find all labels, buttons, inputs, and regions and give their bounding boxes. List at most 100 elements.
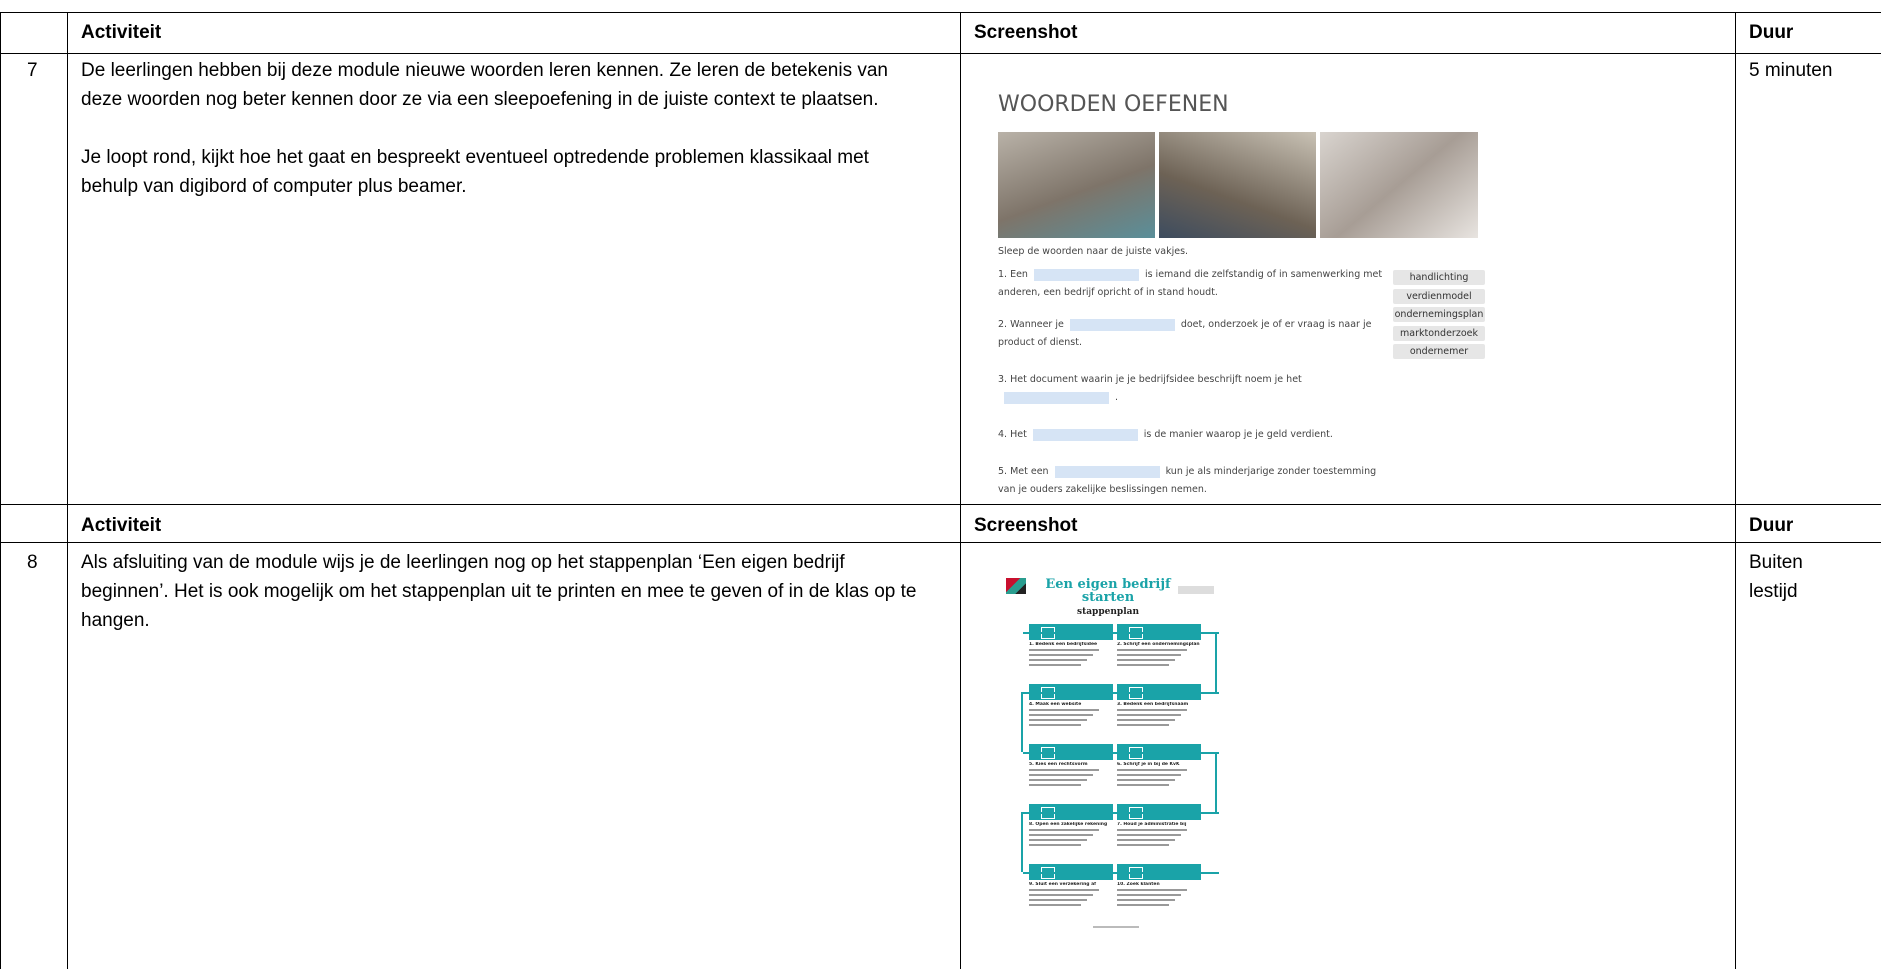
sentence-text: is iemand die zelfstandig of in samenwer… [998,269,1383,298]
sentences: 1. Een is iemand die zelfstandig of in sa… [998,266,1390,518]
photo [998,132,1155,238]
path-line [1021,812,1023,872]
text-line [1117,889,1187,891]
text-line [1117,719,1175,721]
text-line [1029,714,1093,716]
step-title: 7. Houd je administratie bij [1117,822,1187,827]
text-line [1029,709,1099,711]
path-line [1215,632,1217,692]
word-chip: ondernemer [1393,344,1485,359]
word-chip: handlichting [1393,270,1485,285]
word-chip: ondernemingsplan [1393,307,1485,322]
text-line [1117,829,1187,831]
text-line [1117,659,1175,661]
sentence-text: 4. Het [998,429,1027,440]
path-line [1023,752,1219,754]
rule [0,542,1881,543]
rule [0,12,1,969]
text-line [1117,654,1181,656]
duration: Buiten lestijd [1749,552,1803,602]
text-line [1117,724,1169,726]
drop-zone [1032,428,1138,441]
rule [67,12,68,969]
text-line [1029,839,1087,841]
text-line [1117,664,1169,666]
text-line [1029,844,1081,846]
text-line [1029,649,1099,651]
row-number: 8 [27,552,38,573]
rule [1735,12,1736,969]
instruction: Sleep de woorden naar de juiste vakjes. [998,246,1189,257]
photo [1159,132,1316,238]
sentence-text: 1. Een [998,269,1028,280]
sentence-text: is de manier waarop je je geld verdient. [1143,429,1333,440]
text-line [1029,889,1099,891]
drop-zone [1004,391,1109,404]
text-line [1029,769,1099,771]
text-line [1117,709,1187,711]
text-line [1117,904,1169,906]
logo [1006,578,1026,594]
text-line [1029,724,1081,726]
sentence: 3. Het document waarin je je bedrijfside… [998,371,1390,407]
path-line [1023,872,1219,874]
header-cell: Duur [1749,515,1794,536]
sentence: 1. Een is iemand die zelfstandig of in sa… [998,266,1390,302]
paragraph: Je loopt rond, kijkt hoe het gaat en bes… [81,147,869,197]
poster: Een eigen bedrijf starten stappenplan 1.… [1003,574,1229,936]
path-line [1023,812,1219,814]
rule [0,53,1881,54]
paragraph: Als afsluiting van de module wijs je de … [81,552,917,631]
drop-zone [1054,465,1160,478]
text-line [1117,894,1181,896]
rule [0,12,1881,13]
word-chip: verdienmodel [1393,288,1485,304]
drop-zone [1033,268,1139,281]
poster-subtitle: stappenplan [1077,607,1139,617]
word-chip: marktonderzoek [1393,325,1485,341]
step-title: 8. Open een zakelijke rekening [1029,822,1108,827]
text-line [1117,844,1169,846]
text-line [1029,659,1087,661]
activity: Als afsluiting van de module wijs je de … [81,548,921,664]
text-line [1029,899,1087,901]
sentence: 4. Het is de manier waarop je je geld ver… [998,426,1390,444]
text-line [1029,829,1099,831]
duration: 5 minuten [1749,60,1833,81]
step-title: 2. Schrijf een ondernemingsplan [1117,642,1200,647]
text-line [1117,649,1187,651]
sentence: 2. Wanneer je doet, onderzoek je of er vr… [998,316,1390,352]
text-line [1029,774,1093,776]
footer-line [1093,926,1139,928]
header-cell: Activiteit [81,515,162,536]
text-line [1029,654,1093,656]
drop-zone [1069,318,1175,331]
sentence-text: 5. Met een [998,466,1049,477]
header-cell: Duur [1749,22,1794,43]
text-line [1029,779,1087,781]
sentence-text: . [1115,392,1119,403]
header-cell: Activiteit [81,22,162,43]
rule [960,12,961,969]
text-line [1029,904,1081,906]
text-line [1117,774,1181,776]
step-title: 4. Maak een website [1029,702,1082,707]
sentence-text: kun je als minderjarige zonder toestemmi… [998,466,1377,495]
text-line [1117,779,1175,781]
text-line [1029,719,1087,721]
header-cell: Screenshot [974,22,1078,43]
sentence-text: 3. Het document waarin je je bedrijfside… [998,374,1302,385]
path-line [1021,692,1023,752]
row-number: 7 [27,60,38,81]
path-line [1215,752,1217,812]
text-line [1029,664,1081,666]
step-title: 1. Bedenk een bedrijfsidee [1029,642,1098,647]
sentence-text: doet, onderzoek je of er vraag is naar j… [998,319,1372,348]
step-title: 9. Sluit een verzekering af [1029,882,1097,887]
step-title: 3. Bedenk een bedrijfsnaam [1117,702,1189,707]
path-line [1023,632,1219,634]
rule [0,504,1881,505]
activity: De leerlingen hebben bij deze module nie… [81,56,921,230]
photo [1320,132,1478,238]
